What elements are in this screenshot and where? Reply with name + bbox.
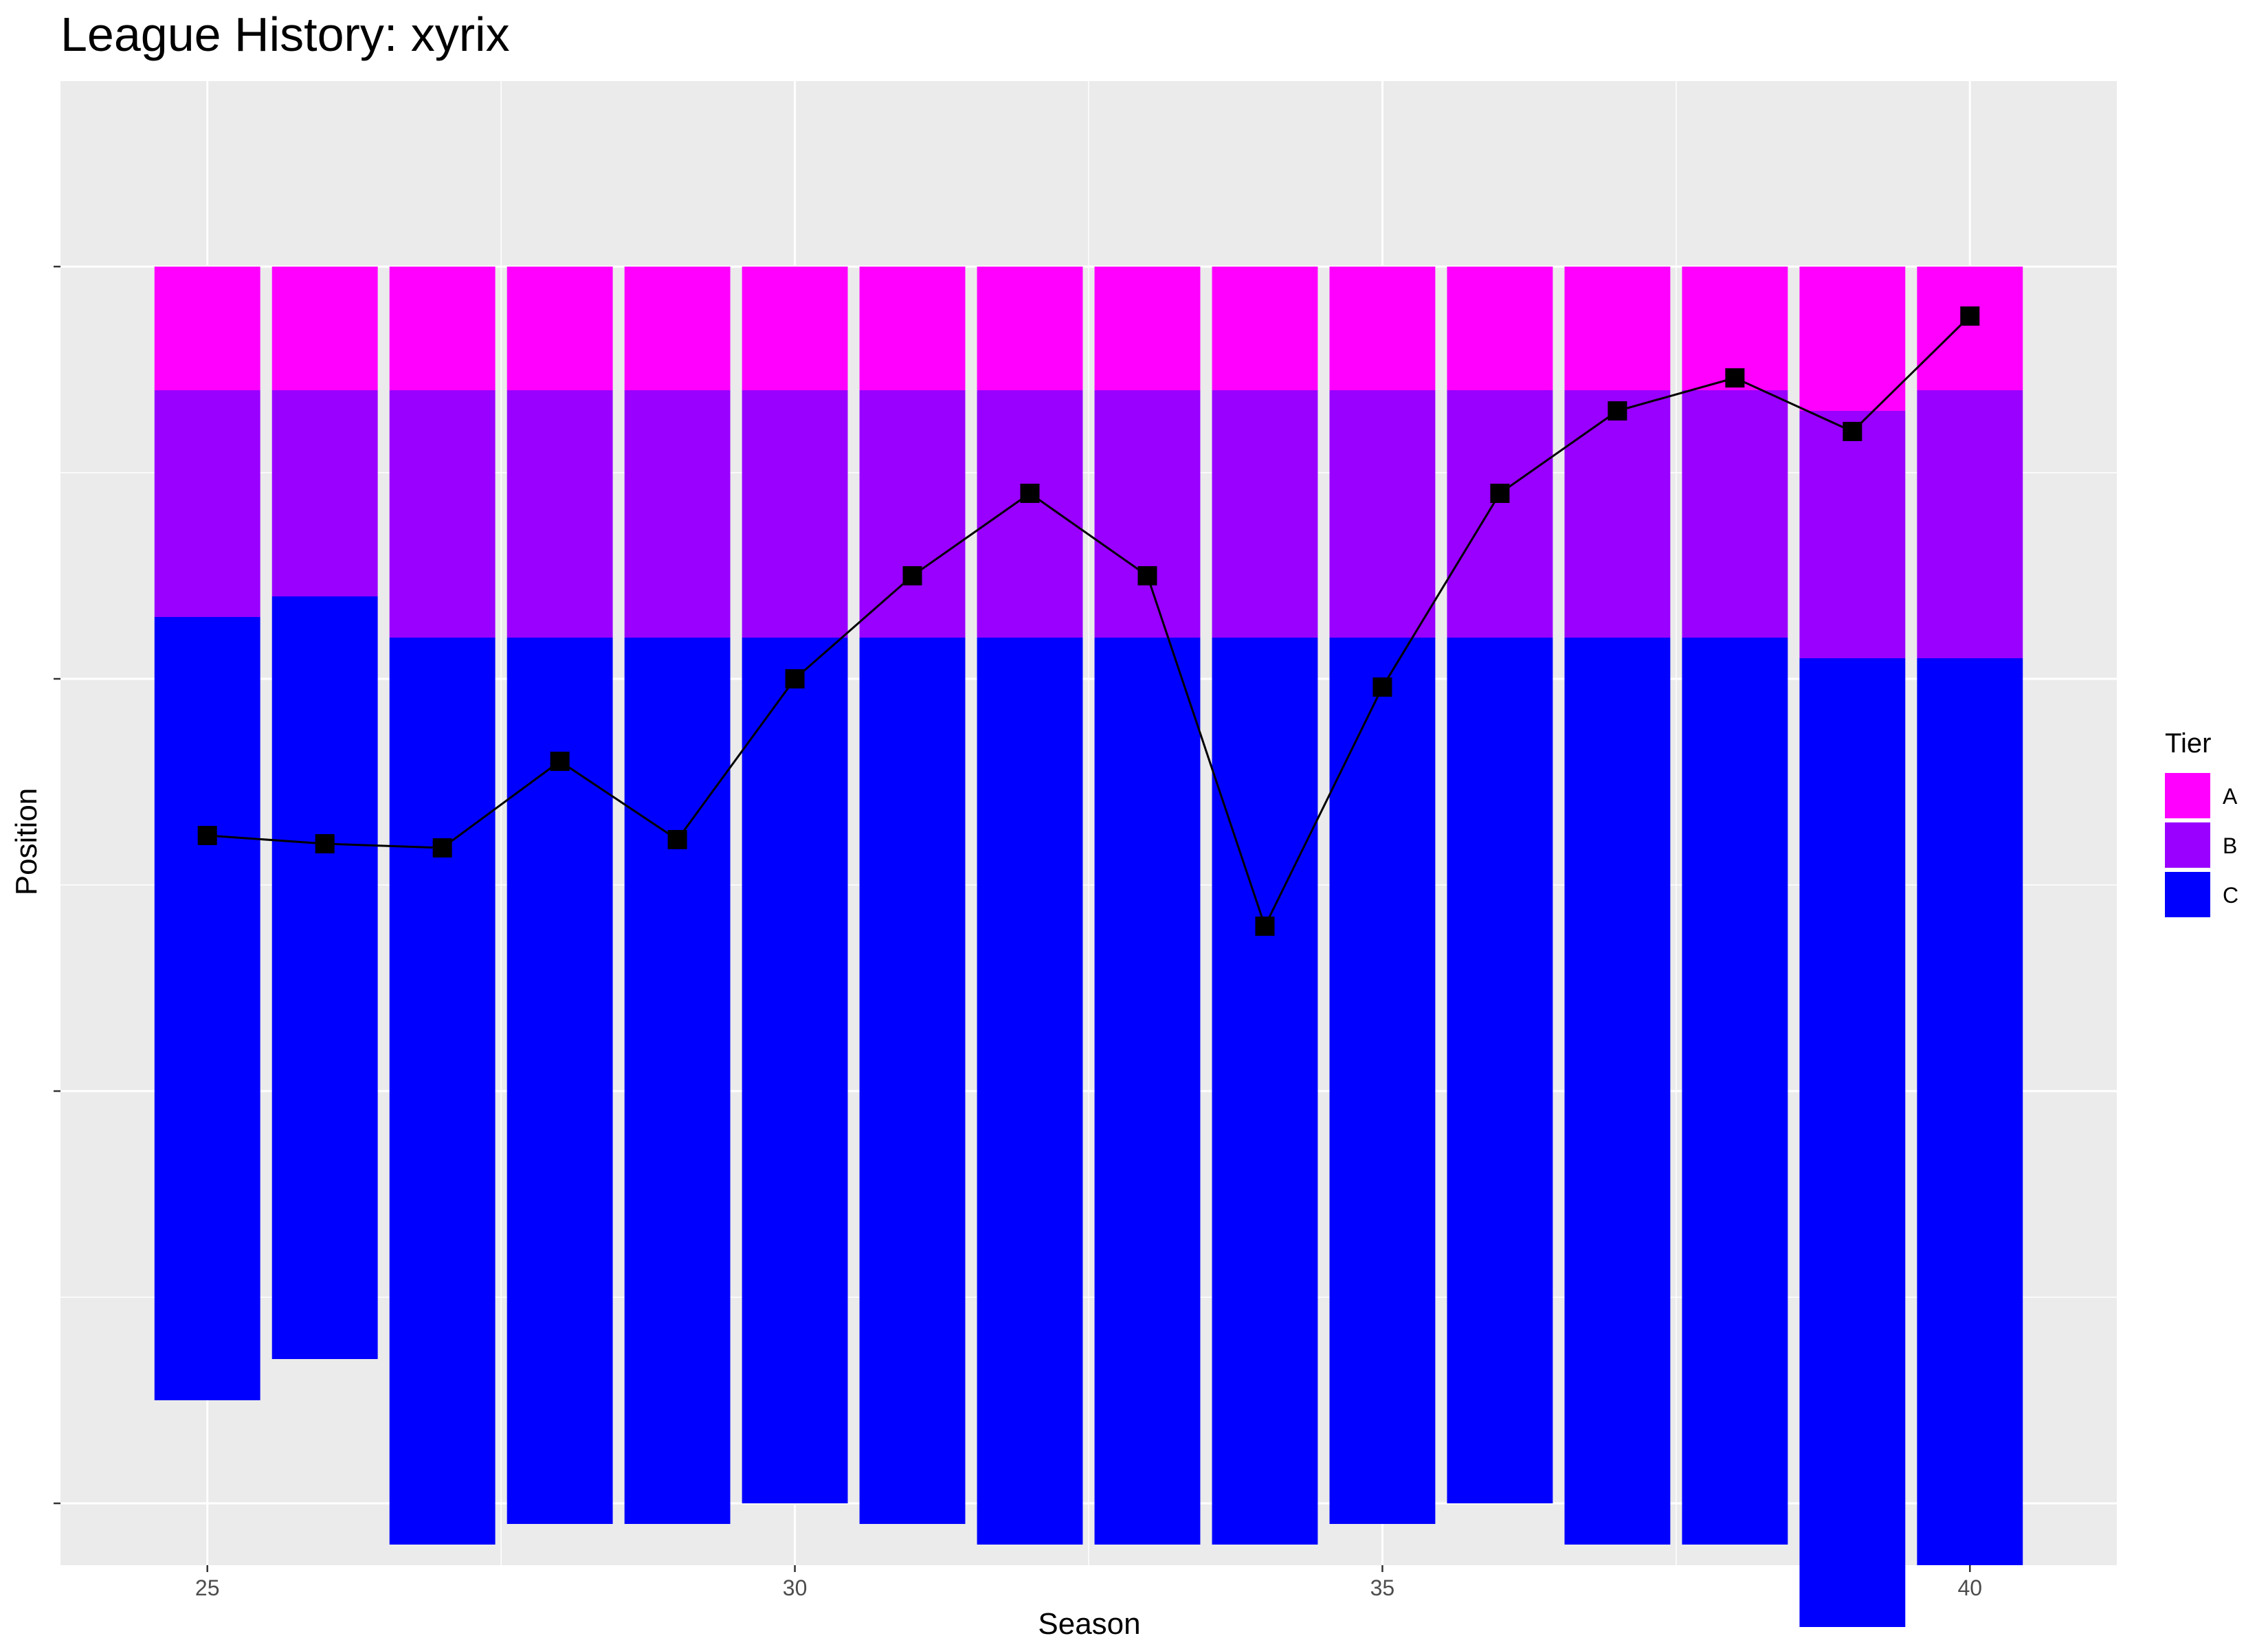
bar-tier-a	[1329, 267, 1436, 390]
bar-tier-b	[507, 390, 613, 638]
bar-tier-b	[1682, 390, 1788, 638]
bar-tier-a	[1799, 267, 1906, 411]
legend-key-b	[2165, 822, 2210, 868]
bar-tier-b	[154, 390, 260, 617]
position-marker	[550, 752, 570, 771]
position-marker	[1372, 677, 1392, 697]
bar-tier-c	[271, 596, 378, 1359]
bar-tier-c	[1094, 638, 1201, 1545]
position-marker	[1725, 368, 1745, 388]
y-axis-title: Position	[10, 788, 43, 896]
bar-tier-b	[1917, 390, 2023, 658]
bar-tier-a	[389, 267, 496, 390]
bar-tier-a	[624, 267, 731, 390]
tier-bars	[154, 267, 2023, 1627]
position-marker	[1137, 566, 1157, 585]
bar-tier-c	[1564, 638, 1671, 1545]
position-marker	[1608, 401, 1627, 420]
bar-tier-b	[977, 390, 1083, 638]
bar-tier-c	[1799, 658, 1906, 1627]
position-marker	[667, 830, 687, 849]
legend-label-b: B	[2223, 833, 2237, 858]
bar-tier-b	[859, 390, 966, 638]
x-tick-label: 30	[783, 1575, 808, 1600]
bar-tier-c	[154, 617, 260, 1400]
bar-tier-c	[859, 638, 966, 1524]
bar-tier-c	[624, 638, 731, 1524]
position-line	[207, 315, 1971, 929]
bar-tier-a	[271, 267, 378, 390]
bar-tier-a	[859, 267, 966, 390]
x-tick-label: 40	[1957, 1575, 1982, 1600]
position-marker	[785, 669, 805, 688]
bar-tier-b	[624, 390, 731, 638]
position-marker	[315, 834, 335, 853]
bar-tier-b	[389, 390, 496, 638]
bar-tier-b	[742, 390, 848, 638]
bar-tier-b	[1212, 390, 1318, 638]
position-marker	[1020, 484, 1040, 503]
bar-tier-b	[1447, 390, 1553, 638]
x-axis-title: Season	[1038, 1607, 1140, 1641]
position-marker	[1960, 306, 1980, 326]
bar-tier-c	[1682, 638, 1788, 1545]
legend-label-c: C	[2223, 883, 2238, 908]
bar-tier-a	[742, 267, 848, 390]
bar-tier-a	[1094, 267, 1201, 390]
position-marker	[902, 566, 922, 585]
bar-tier-c	[1212, 638, 1318, 1545]
bar-tier-c	[1917, 658, 2023, 1565]
bar-tier-b	[1094, 390, 1201, 638]
legend-key-c	[2165, 872, 2210, 917]
chart-title: League History: xyrix	[60, 8, 510, 61]
position-marker	[1255, 917, 1275, 936]
bar-tier-a	[1564, 267, 1671, 390]
bar-tier-b	[1799, 411, 1906, 658]
bar-tier-b	[1329, 390, 1436, 638]
legend-label-a: A	[2223, 784, 2238, 809]
axes: 25 30 35 40	[54, 265, 1982, 1600]
legend: Tier ABC	[2165, 728, 2238, 917]
bar-tier-a	[507, 267, 613, 390]
position-marker	[197, 826, 217, 845]
bar-tier-a	[1917, 267, 2023, 390]
x-tick-label: 35	[1370, 1575, 1395, 1600]
bar-tier-c	[389, 638, 496, 1545]
bar-tier-a	[1212, 267, 1318, 390]
bar-tier-c	[742, 638, 848, 1503]
position-marker	[1843, 422, 1863, 441]
bar-tier-a	[977, 267, 1083, 390]
bar-tier-a	[154, 267, 260, 390]
position-marker	[432, 838, 452, 857]
bar-tier-b	[1564, 390, 1671, 638]
bar-tier-c	[977, 638, 1083, 1545]
legend-key-a	[2165, 773, 2210, 818]
legend-title: Tier	[2165, 728, 2211, 759]
bar-tier-a	[1447, 267, 1553, 390]
x-tick-label: 25	[195, 1575, 220, 1600]
position-line-path	[207, 315, 1971, 929]
position-markers	[197, 306, 1980, 936]
position-marker	[1490, 484, 1510, 503]
bar-tier-c	[1447, 638, 1553, 1503]
bar-tier-c	[1329, 638, 1436, 1524]
bar-tier-b	[271, 390, 378, 596]
